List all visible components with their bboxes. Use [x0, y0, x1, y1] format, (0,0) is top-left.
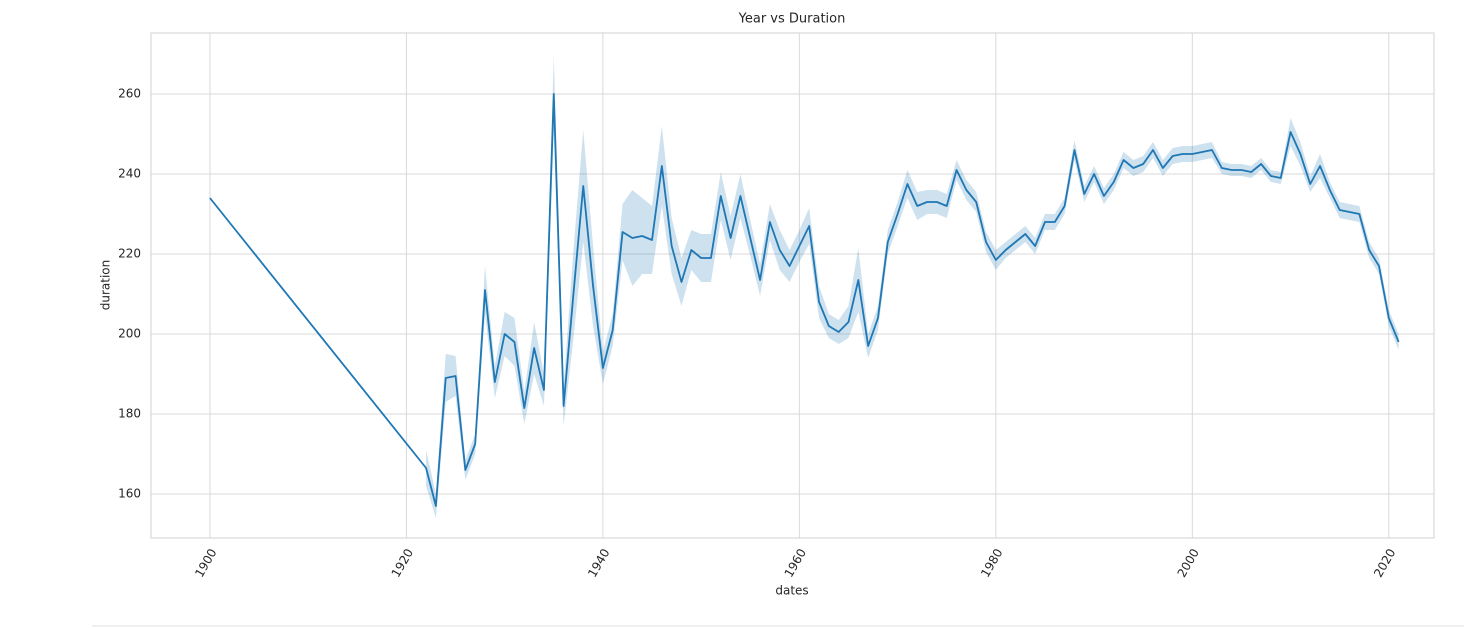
plot-frame — [150, 32, 1435, 539]
x-axis-label: dates — [775, 584, 808, 598]
y-tick-label: 220 — [118, 247, 141, 261]
y-tick-label: 160 — [118, 487, 141, 501]
y-tick-label: 200 — [118, 327, 141, 341]
chart-title: Year vs Duration — [738, 12, 846, 27]
data-line — [209, 93, 1400, 507]
y-tick-label: 260 — [118, 87, 141, 101]
y-tick-label: 240 — [118, 167, 141, 181]
y-axis-label: duration — [99, 260, 113, 311]
y-tick-label: 180 — [118, 407, 141, 421]
